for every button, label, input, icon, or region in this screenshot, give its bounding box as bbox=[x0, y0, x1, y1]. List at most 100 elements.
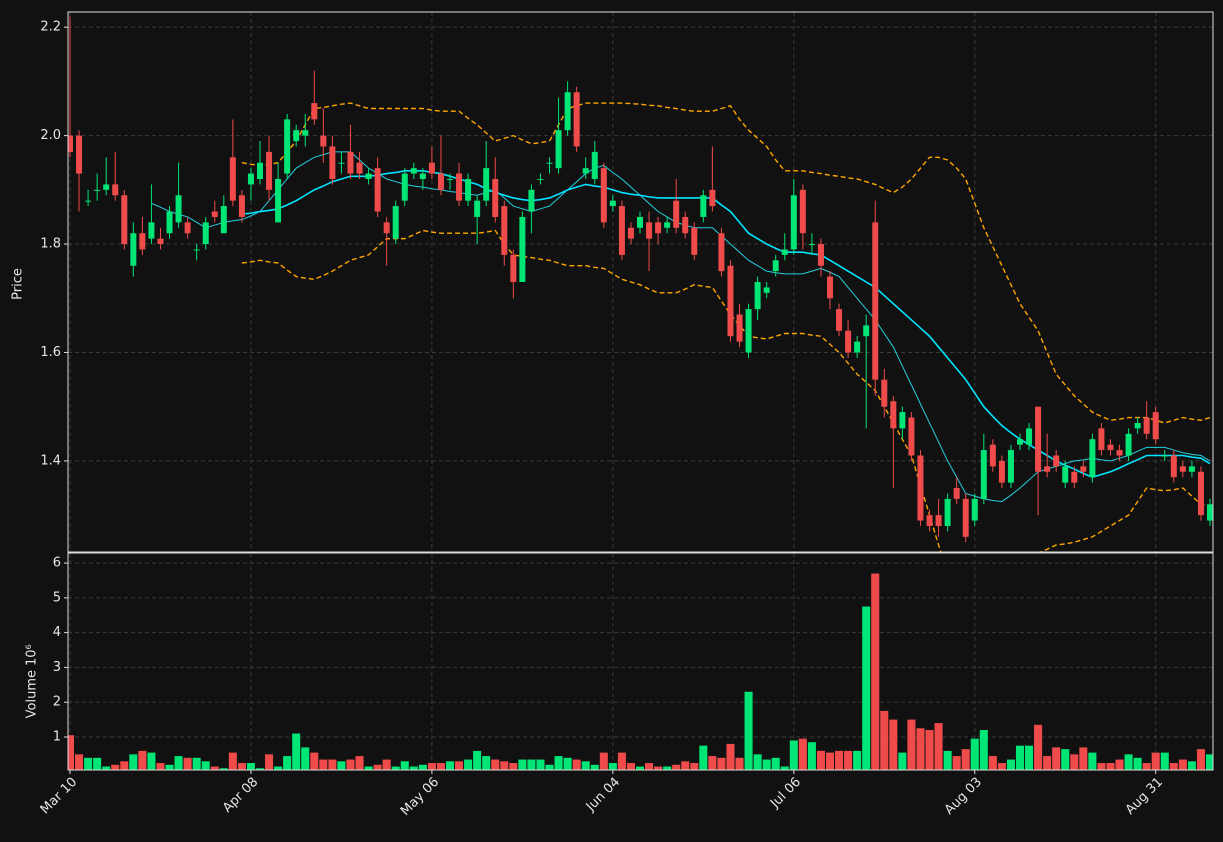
candle-body bbox=[266, 151, 273, 190]
volume-bar bbox=[735, 757, 744, 770]
volume-bar bbox=[518, 759, 527, 770]
candle-body bbox=[808, 244, 815, 246]
price-axis-label: Price bbox=[11, 268, 26, 300]
candle-body bbox=[1134, 422, 1141, 429]
volume-bar bbox=[988, 756, 997, 770]
volume-bar bbox=[409, 766, 418, 770]
volume-bar bbox=[1160, 752, 1169, 770]
candle-body bbox=[211, 211, 218, 217]
price-panel-frame bbox=[67, 11, 1214, 553]
volume-bar bbox=[75, 754, 84, 770]
volume-bar bbox=[165, 764, 174, 770]
volume-bar bbox=[1070, 754, 1079, 770]
volume-bar bbox=[1196, 749, 1205, 770]
candle-body bbox=[238, 195, 245, 217]
volume-bar bbox=[301, 747, 310, 770]
volume-bar bbox=[934, 723, 943, 770]
volume-bar bbox=[129, 754, 138, 770]
volume-bar bbox=[1106, 763, 1115, 770]
candle-body bbox=[646, 222, 653, 239]
volume-bar bbox=[898, 752, 907, 770]
candle-body bbox=[275, 178, 282, 223]
volume-bar bbox=[1061, 749, 1070, 770]
volume-bar bbox=[970, 738, 979, 770]
candle-body bbox=[1161, 455, 1168, 457]
volume-bar bbox=[1115, 759, 1124, 770]
candle-body bbox=[184, 222, 191, 234]
volume-bar bbox=[889, 719, 898, 770]
candle-body bbox=[483, 168, 490, 201]
volume-bar bbox=[807, 742, 816, 770]
volume-bar bbox=[400, 761, 409, 770]
candle-body bbox=[437, 173, 444, 190]
candle-body bbox=[872, 222, 879, 380]
volume-bar bbox=[246, 763, 255, 770]
volume-bar bbox=[1151, 752, 1160, 770]
candle-body bbox=[501, 206, 508, 255]
y-tick-label: 4 bbox=[53, 625, 61, 640]
volume-bar bbox=[798, 738, 807, 770]
candle-body bbox=[220, 206, 227, 234]
candle-body bbox=[682, 216, 689, 234]
candle-body bbox=[1188, 466, 1195, 472]
candle-body bbox=[736, 314, 743, 342]
volume-bar bbox=[283, 756, 292, 770]
candle-body bbox=[365, 173, 372, 179]
candle-body bbox=[555, 130, 562, 169]
volume-bar bbox=[590, 764, 599, 770]
volume-bar bbox=[563, 757, 572, 770]
candle-body bbox=[419, 173, 426, 179]
volume-bar bbox=[68, 735, 75, 770]
volume-bar bbox=[1097, 763, 1106, 770]
candle-body bbox=[1062, 466, 1069, 483]
volume-bar bbox=[1178, 759, 1187, 770]
volume-bar bbox=[1052, 747, 1061, 770]
volume-bar bbox=[708, 756, 717, 770]
volume-bar bbox=[608, 763, 617, 770]
volume-label: Volume bbox=[25, 670, 40, 718]
volume-bar bbox=[1205, 754, 1213, 770]
volume-bar bbox=[382, 759, 391, 770]
candle-body bbox=[627, 227, 634, 239]
candle-body bbox=[926, 515, 933, 526]
candle-body bbox=[980, 450, 987, 499]
volume-bar bbox=[1006, 759, 1015, 770]
volume-bar bbox=[491, 759, 500, 770]
volume-bar bbox=[328, 759, 337, 770]
candle-body bbox=[591, 151, 598, 179]
volume-bar bbox=[862, 606, 871, 770]
candle-body bbox=[121, 195, 128, 245]
candle-body bbox=[401, 173, 408, 201]
candle-body bbox=[202, 222, 209, 245]
volume-bar bbox=[1187, 761, 1196, 770]
volume-bar bbox=[482, 756, 491, 770]
volume-bar bbox=[853, 750, 862, 770]
candle-body bbox=[564, 92, 571, 131]
candle-body bbox=[76, 135, 83, 174]
volume-bar bbox=[192, 757, 201, 770]
candle-body bbox=[953, 488, 960, 499]
volume-bar bbox=[536, 759, 545, 770]
candle-body bbox=[836, 309, 843, 331]
candle-body bbox=[465, 178, 472, 201]
candle-body bbox=[139, 233, 146, 250]
candle-body bbox=[754, 282, 761, 310]
candle-body bbox=[1207, 504, 1213, 521]
volume-bar bbox=[545, 764, 554, 770]
candle-body bbox=[582, 168, 589, 174]
candle-body bbox=[374, 168, 381, 212]
candle-body bbox=[112, 184, 119, 196]
y-tick-label: 1.4 bbox=[40, 453, 61, 468]
volume-bar bbox=[789, 740, 798, 770]
candle-body bbox=[175, 195, 182, 223]
candle-body bbox=[338, 162, 345, 164]
candle-body bbox=[447, 178, 453, 180]
candle-body bbox=[691, 227, 698, 255]
volume-bar bbox=[346, 759, 355, 770]
candle-body bbox=[1116, 450, 1123, 456]
candle-body bbox=[673, 200, 680, 228]
volume-bar bbox=[111, 764, 120, 770]
candle-body bbox=[1007, 450, 1014, 483]
candle-body bbox=[510, 254, 517, 282]
